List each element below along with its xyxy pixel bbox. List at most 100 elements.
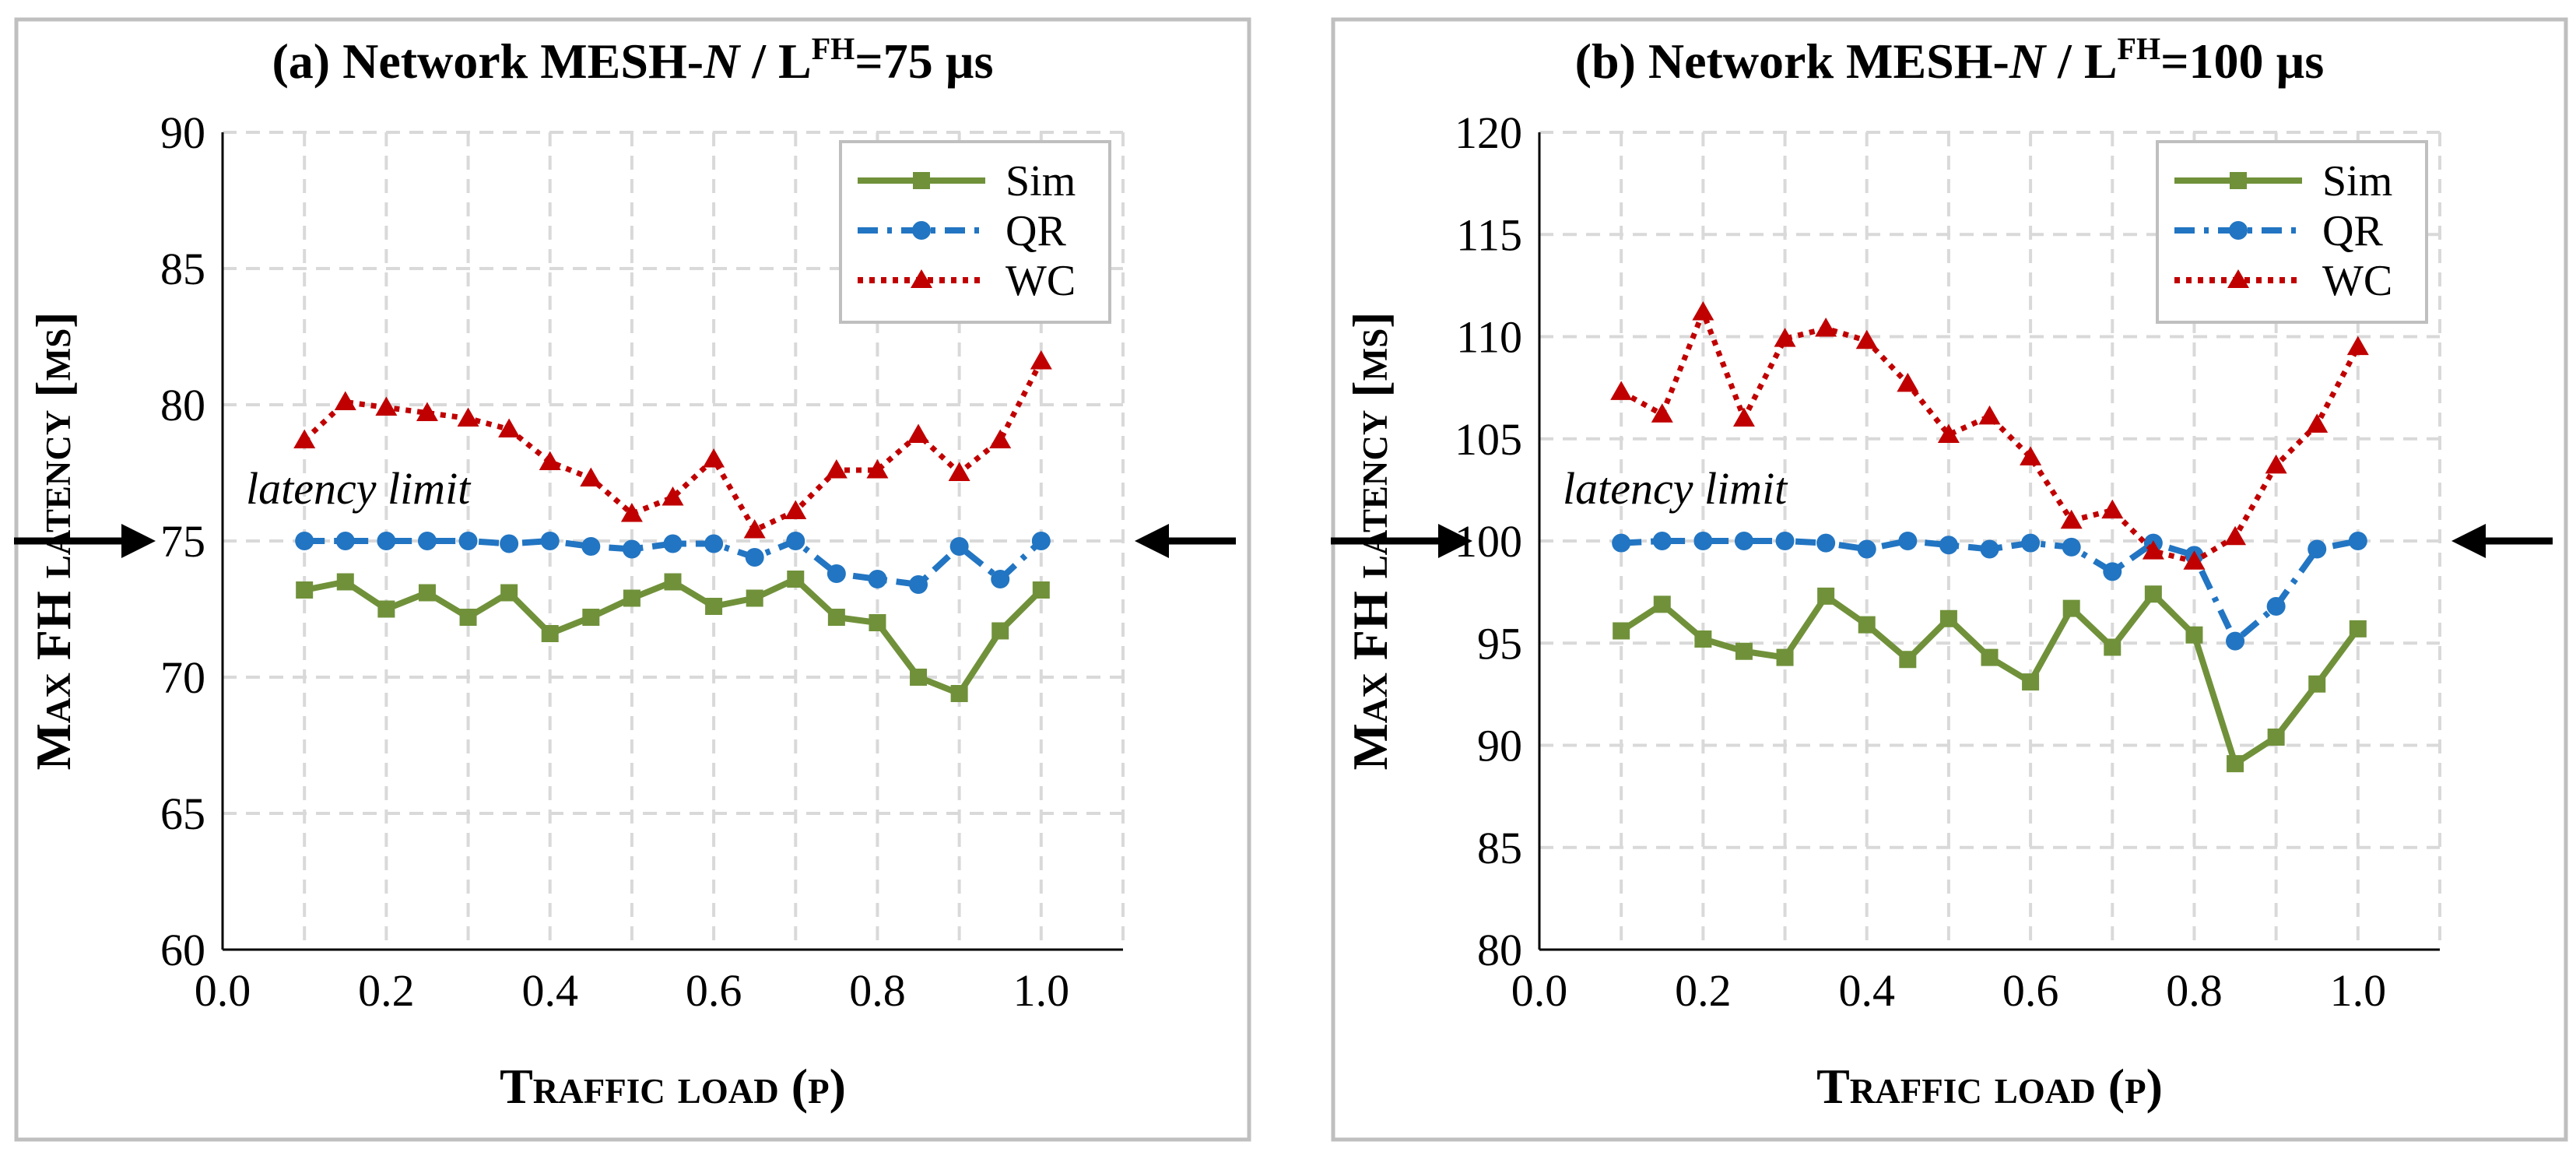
data-point-qr xyxy=(1652,532,1672,550)
data-point-wc xyxy=(2346,335,2369,356)
legend-marker-wc xyxy=(2227,269,2249,288)
data-point-qr xyxy=(1898,532,1918,550)
latency-limit-label: latency limit xyxy=(246,463,472,514)
data-point-sim xyxy=(582,609,600,626)
legend-label-sim: Sim xyxy=(1005,157,1076,205)
data-point-qr xyxy=(1693,532,1713,550)
title-superscript: FH xyxy=(812,31,855,66)
data-point-wc xyxy=(866,459,889,479)
data-point-qr xyxy=(2021,533,2041,553)
data-point-qr xyxy=(2348,532,2367,550)
data-point-sim xyxy=(1899,651,1917,669)
data-point-wc xyxy=(743,519,766,539)
legend-label-wc: WC xyxy=(1005,257,1076,305)
data-point-qr xyxy=(335,532,355,550)
x-tick-label: 0.0 xyxy=(195,965,251,1016)
data-point-sim xyxy=(1032,581,1050,599)
data-point-qr xyxy=(991,570,1010,588)
data-point-sim xyxy=(664,573,682,591)
y-tick-label: 70 xyxy=(160,652,205,703)
data-point-qr xyxy=(2308,539,2327,559)
data-point-qr xyxy=(1857,539,1876,559)
data-point-sim xyxy=(2185,626,2203,644)
x-tick-label: 0.2 xyxy=(358,965,415,1016)
data-point-sim xyxy=(1653,595,1671,613)
data-point-qr xyxy=(377,532,396,550)
data-point-qr xyxy=(1612,533,1631,553)
x-tick-label: 1.0 xyxy=(2330,965,2387,1016)
data-point-wc xyxy=(539,451,561,470)
latency-limit-arrowhead-right xyxy=(1135,524,1169,558)
data-point-qr xyxy=(1734,532,1753,550)
y-tick-label: 90 xyxy=(1477,721,1522,771)
data-point-sim xyxy=(418,584,436,602)
data-point-sim xyxy=(2308,675,2326,693)
data-point-qr xyxy=(1980,539,1999,559)
data-point-sim xyxy=(377,600,395,618)
data-point-wc xyxy=(498,418,521,437)
data-point-sim xyxy=(541,625,559,642)
data-point-wc xyxy=(1030,350,1052,370)
data-point-qr xyxy=(1775,532,1795,550)
x-tick-label: 0.8 xyxy=(849,965,906,1016)
data-point-qr xyxy=(868,570,887,588)
data-point-sim xyxy=(459,609,477,626)
data-point-qr xyxy=(500,534,519,553)
chart-a-svg: (a) Network MESH-N / LFH=75 µs 60 65 70 75 80… xyxy=(14,17,1251,1142)
data-point-sim xyxy=(2062,599,2080,617)
data-point-sim xyxy=(2104,638,2122,656)
data-point-sim xyxy=(623,589,640,607)
series-line-sim xyxy=(1620,591,2361,767)
data-point-sim xyxy=(2267,729,2285,746)
data-point-wc xyxy=(1897,372,1919,392)
y-tick-label: 110 xyxy=(1456,312,1522,363)
data-point-sim xyxy=(2349,620,2367,637)
legend-marker-qr xyxy=(2229,221,2248,240)
data-point-sim xyxy=(2022,673,2040,691)
data-point-sim xyxy=(1735,642,1753,660)
data-point-qr xyxy=(2062,537,2081,557)
title-main: (a) Network MESH- xyxy=(272,33,704,89)
x-axis-label: Traffic load (ρ) xyxy=(500,1059,846,1114)
y-tick-label: 85 xyxy=(1477,823,1522,873)
x-tick-label: 0.8 xyxy=(2166,965,2223,1016)
data-point-wc xyxy=(825,459,848,479)
series-line-wc xyxy=(1620,309,2360,564)
data-point-sim xyxy=(950,685,968,702)
data-point-wc xyxy=(784,500,807,519)
data-point-sim xyxy=(336,573,354,591)
data-point-sim xyxy=(991,622,1009,640)
data-point-qr xyxy=(949,537,969,556)
data-point-sim xyxy=(746,589,763,607)
x-tick-label: 1.0 xyxy=(1013,965,1070,1016)
data-point-wc xyxy=(375,396,398,416)
data-point-sim xyxy=(1817,587,1835,605)
data-point-sim xyxy=(1694,630,1712,648)
data-point-wc xyxy=(662,486,684,506)
x-tick-label: 0.4 xyxy=(521,965,578,1016)
y-tick-label: 80 xyxy=(1477,925,1522,975)
data-point-qr xyxy=(458,532,478,550)
data-point-sim xyxy=(1776,648,1794,666)
data-point-wc xyxy=(2060,509,2083,529)
data-point-sim xyxy=(2144,585,2162,603)
data-point-qr xyxy=(295,532,314,550)
x-tick-label: 0.4 xyxy=(1838,965,1895,1016)
title-superscript: FH xyxy=(2118,31,2161,66)
data-point-wc xyxy=(1937,423,1960,443)
legend-label-qr: QR xyxy=(1005,207,1066,255)
data-point-sim xyxy=(705,598,723,615)
data-point-wc xyxy=(1978,405,2001,425)
data-point-sim xyxy=(827,609,845,626)
chart-frame xyxy=(1331,17,2568,1142)
data-point-sim xyxy=(1939,609,1957,627)
data-point-wc xyxy=(580,467,602,486)
data-point-sim xyxy=(296,581,314,599)
y-tick-label: 75 xyxy=(160,516,205,567)
title-sep: / L xyxy=(2045,33,2117,89)
data-point-wc xyxy=(989,429,1012,448)
x-axis-label: Traffic load (ρ) xyxy=(1816,1059,2163,1114)
data-point-wc xyxy=(2142,540,2164,560)
y-tick-label: 115 xyxy=(1456,209,1522,260)
legend-label-wc: WC xyxy=(2322,257,2392,305)
